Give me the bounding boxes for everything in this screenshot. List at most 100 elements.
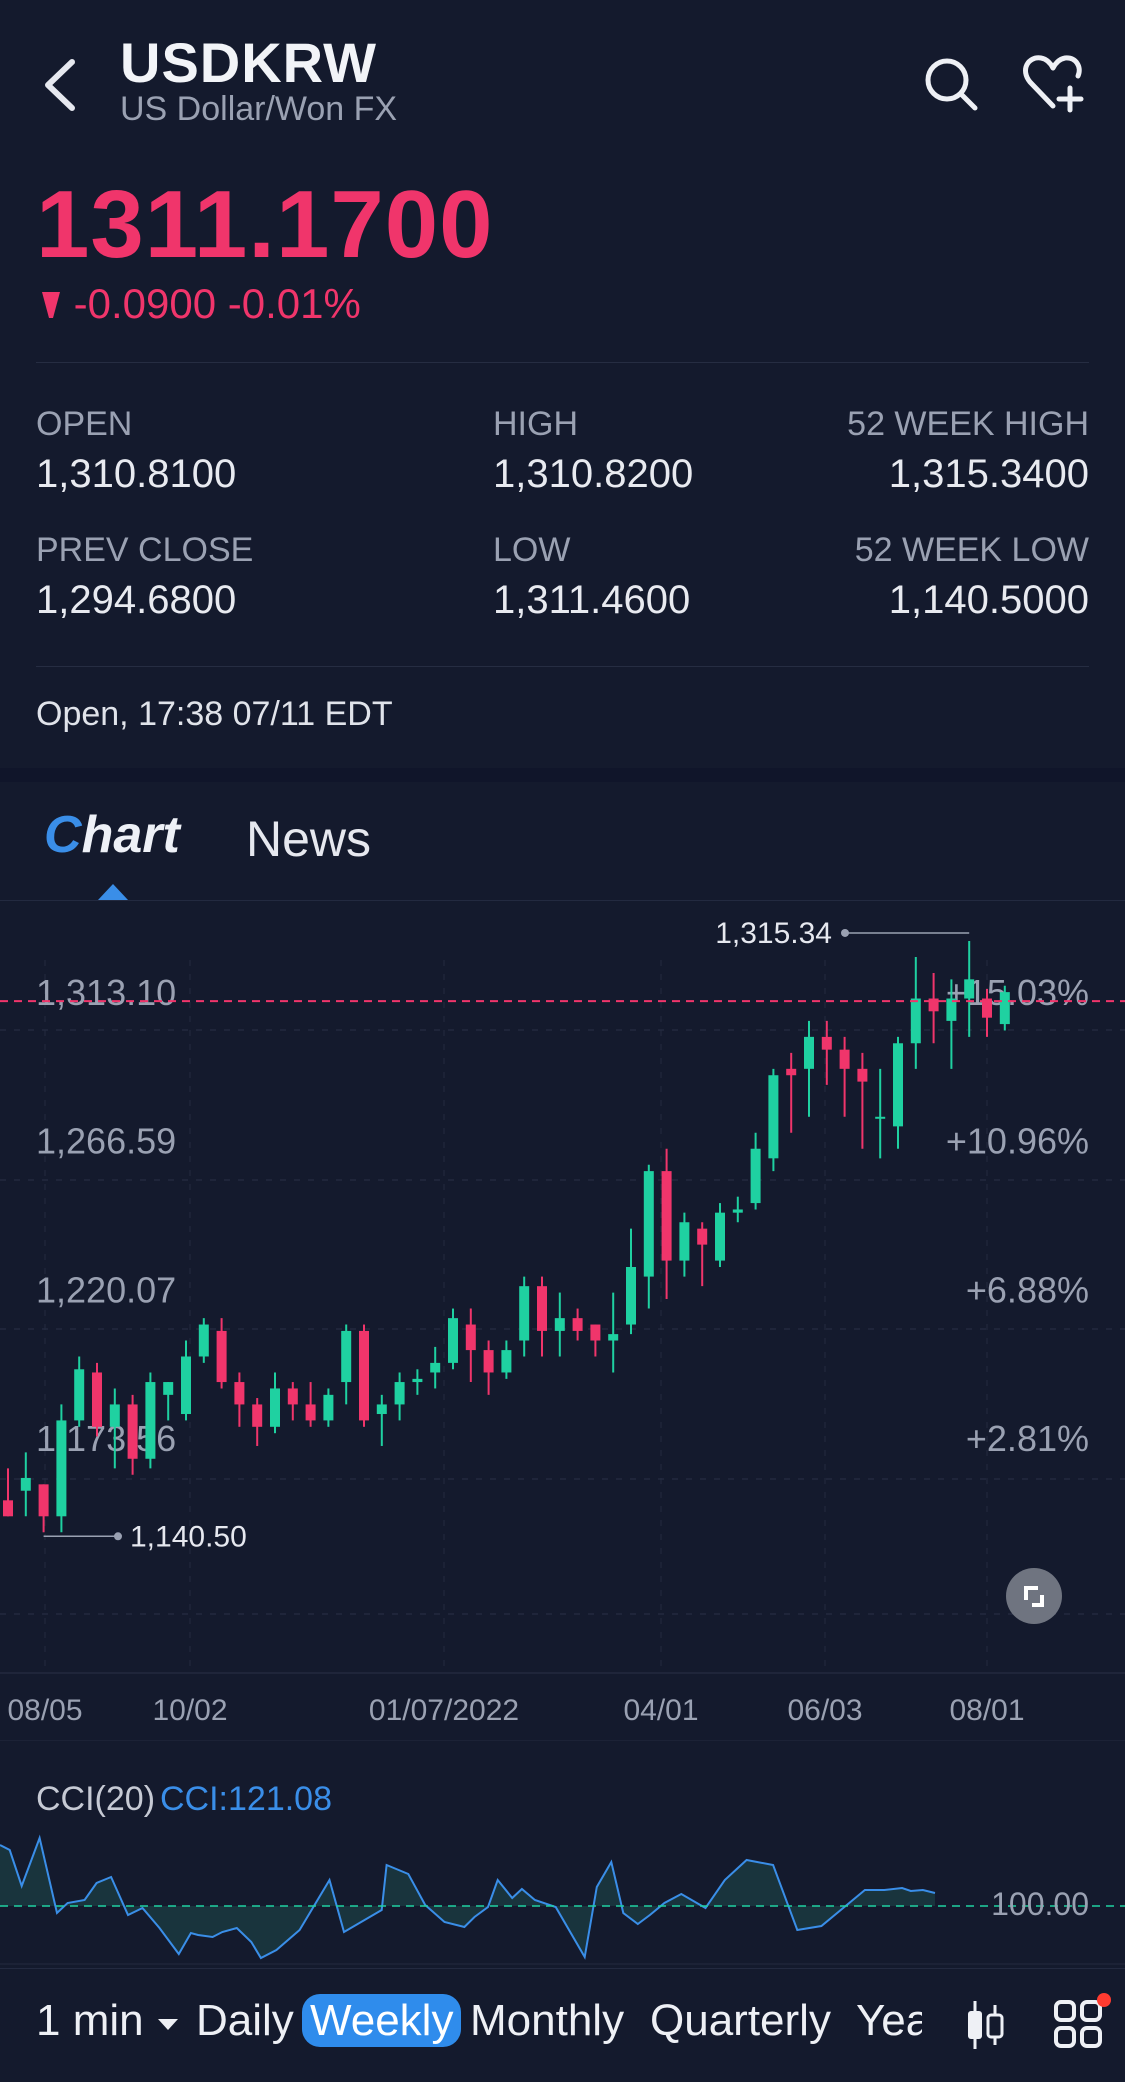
high-value: 1,310.8200 (493, 452, 694, 496)
candle-body (893, 1043, 903, 1127)
pct-tick-label: +10.96% (946, 1121, 1089, 1162)
candle-body (465, 1324, 476, 1351)
y-tick-label: 1,266.59 (36, 1121, 176, 1162)
interval-daily[interactable]: Daily (196, 1996, 294, 2045)
week52-low-label: 52 WEEK LOW (854, 531, 1089, 569)
interval-monthly[interactable]: Monthly (470, 1996, 625, 2045)
cci-area (0, 1838, 935, 1958)
price-change: -0.0900 -0.01% (40, 280, 361, 328)
low-label: LOW (493, 531, 571, 569)
tab-divider (0, 900, 1125, 901)
candle-body (964, 979, 975, 999)
search-icon (925, 58, 978, 111)
candle-body (572, 1318, 583, 1331)
candle-body (590, 1324, 601, 1341)
interval-bar (0, 1968, 1125, 2082)
high-label: HIGH (493, 405, 578, 443)
candle-body (287, 1388, 298, 1405)
open-value: 1,310.8100 (36, 452, 237, 496)
x-tick-label: 01/07/2022 (369, 1694, 519, 1727)
candle-body (697, 1228, 708, 1245)
add-to-watchlist-button[interactable] (1018, 48, 1088, 118)
x-tick-label: 04/01 (623, 1694, 698, 1727)
candle-body (928, 998, 939, 1012)
candle-body (554, 1318, 565, 1331)
candle-body (483, 1350, 494, 1373)
candle-body (750, 1148, 761, 1204)
candle-body (412, 1378, 423, 1383)
candle-body (92, 1372, 102, 1427)
candle-body (181, 1356, 191, 1415)
y-tick-label: 1,220.07 (36, 1269, 176, 1310)
candle-body (305, 1404, 316, 1421)
candle-body (38, 1484, 49, 1517)
low-value: 1,311.4600 (493, 578, 691, 622)
notification-dot (1097, 1993, 1111, 2007)
candle-body (999, 992, 1010, 1025)
cci-chart[interactable] (0, 1740, 1125, 1965)
pct-tick-label: +6.88% (966, 1269, 1089, 1310)
candle-body (3, 1500, 13, 1517)
interval-quarterly[interactable]: Quarterly (650, 1996, 831, 2045)
candle-body (270, 1388, 280, 1427)
week52-high-value: 1,315.3400 (888, 452, 1089, 496)
open-label: OPEN (36, 405, 133, 443)
candle-body (359, 1330, 369, 1421)
candle-body (946, 998, 957, 1021)
prev-close-value: 1,294.6800 (36, 578, 237, 622)
heart-plus-icon (1023, 55, 1084, 113)
interval-weekly[interactable]: Weekly (302, 1994, 462, 2047)
candle-body (56, 1420, 67, 1517)
max-leader-dot (841, 928, 849, 937)
market-status: Open, 17:38 07/11 EDT (36, 695, 393, 733)
candle-body (341, 1330, 352, 1383)
fullscreen-button[interactable] (1006, 1568, 1062, 1624)
candle-body (608, 1334, 619, 1341)
candle-body (198, 1324, 209, 1357)
tab-chart-first-letter: C (44, 806, 82, 864)
min-price-label: 1,140.50 (130, 1520, 247, 1553)
candle-body (74, 1369, 85, 1421)
candle-body (839, 1049, 850, 1069)
candle-body (821, 1036, 832, 1050)
symbol-title: USDKRW (120, 31, 377, 94)
more-menu-button[interactable] (1050, 1990, 1116, 2056)
candle-body (875, 1116, 886, 1119)
candle-body (643, 1171, 654, 1277)
tab-news[interactable]: News (246, 811, 372, 867)
search-button[interactable] (915, 48, 985, 118)
x-tick-label: 06/03 (787, 1694, 862, 1727)
candle-body (786, 1068, 797, 1076)
x-tick-label: 08/01 (949, 1694, 1024, 1727)
week52-high-label: 52 WEEK HIGH (847, 405, 1089, 443)
min-leader-dot (114, 1532, 122, 1541)
down-triangle-icon (42, 292, 60, 318)
active-tab-indicator (98, 884, 128, 900)
candle-body (679, 1222, 690, 1261)
back-button[interactable] (30, 50, 90, 120)
divider (36, 362, 1089, 363)
candle-body (430, 1362, 441, 1373)
price-chart[interactable]: 1,313.101,266.591,220.071,173.56+15.03%+… (0, 900, 1125, 1740)
candle-body (910, 998, 921, 1044)
candle-body (732, 1209, 743, 1213)
candle-body (501, 1350, 512, 1373)
interval-yearly[interactable]: Yea (856, 1996, 922, 2045)
tab-chart-rest: hart (81, 806, 180, 864)
pct-tick-label: +2.81% (966, 1418, 1089, 1459)
symbol-name: US Dollar/Won FX (120, 90, 398, 128)
candle-body (127, 1404, 138, 1459)
candle-body (626, 1266, 636, 1325)
candle-body (394, 1382, 405, 1405)
tab-chart[interactable]: Chart (44, 805, 180, 865)
candle-body (448, 1318, 458, 1363)
candle-body (109, 1404, 120, 1427)
cci-level-label: 100.00 (991, 1886, 1089, 1922)
chart-type-button[interactable] (955, 1995, 1015, 2055)
candle-body (715, 1212, 725, 1261)
interval-dropdown[interactable]: 1 min (36, 1996, 180, 2046)
x-tick-label: 08/05 (7, 1694, 82, 1727)
cci-value: CCI:121.08 (160, 1780, 332, 1818)
candle-body (216, 1330, 227, 1383)
interval-weekly-label: Weekly (302, 1994, 462, 2047)
